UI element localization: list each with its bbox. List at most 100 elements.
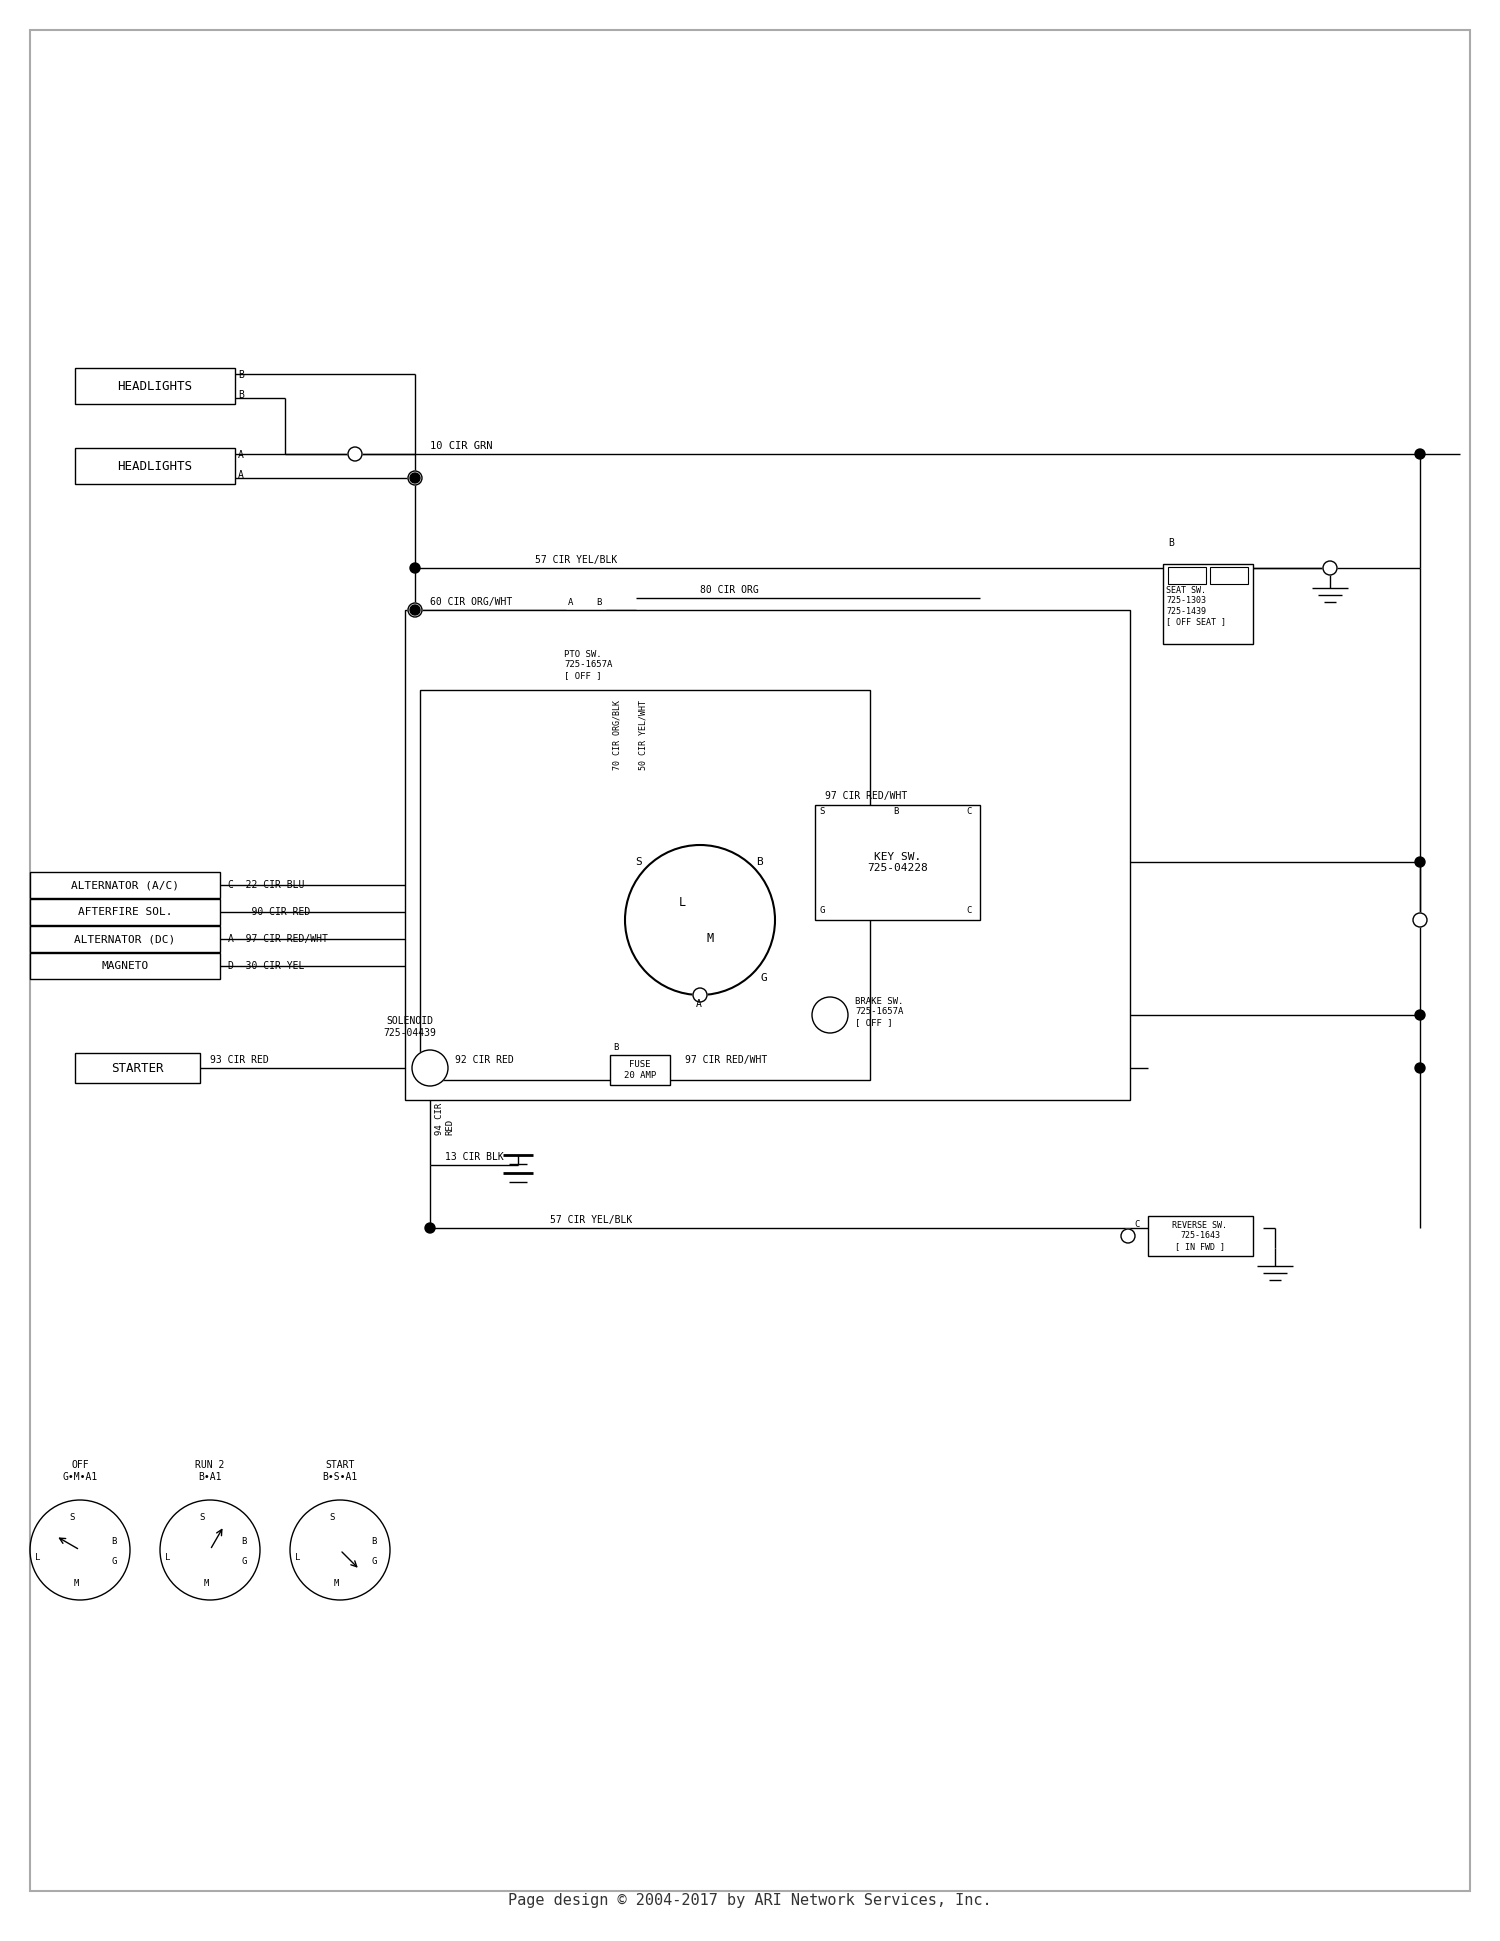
Text: KEY SW.
725-04228: KEY SW. 725-04228 — [867, 852, 928, 873]
Circle shape — [408, 472, 422, 485]
Text: B: B — [892, 807, 898, 815]
Text: B: B — [372, 1537, 376, 1547]
Text: B: B — [596, 598, 602, 608]
Text: REVERSE SW.
725-1643
[ IN FWD ]: REVERSE SW. 725-1643 [ IN FWD ] — [1173, 1221, 1227, 1250]
Text: C: C — [1134, 1221, 1140, 1229]
Text: 57 CIR YEL/BLK: 57 CIR YEL/BLK — [536, 555, 618, 565]
Text: G: G — [111, 1557, 117, 1566]
Text: SEAT SW.
725-1303
725-1439
[ OFF SEAT ]: SEAT SW. 725-1303 725-1439 [ OFF SEAT ] — [1166, 586, 1226, 627]
Circle shape — [1414, 858, 1425, 868]
Text: B: B — [238, 390, 244, 400]
Text: OFF
G•M•A1: OFF G•M•A1 — [63, 1460, 98, 1483]
Text: L: L — [36, 1553, 40, 1563]
Text: M: M — [74, 1580, 78, 1588]
Bar — [30, 926, 220, 951]
Circle shape — [424, 1223, 435, 1233]
Text: M: M — [204, 1580, 209, 1588]
Bar — [1162, 565, 1252, 644]
Text: C: C — [966, 807, 972, 815]
Text: A  97 CIR RED/WHT: A 97 CIR RED/WHT — [228, 934, 328, 943]
Text: C  22 CIR BLU: C 22 CIR BLU — [228, 879, 304, 891]
Text: D  30 CIR YEL: D 30 CIR YEL — [228, 961, 304, 970]
Text: 92 CIR RED: 92 CIR RED — [454, 1056, 513, 1066]
Bar — [610, 1056, 670, 1085]
Bar — [75, 1054, 200, 1083]
Text: L: L — [296, 1553, 300, 1563]
Bar — [75, 369, 236, 404]
Text: G: G — [819, 906, 825, 914]
Circle shape — [1414, 448, 1425, 458]
Text: 93 CIR RED: 93 CIR RED — [210, 1056, 268, 1066]
Text: A: A — [568, 598, 573, 608]
Bar — [75, 448, 236, 483]
Text: C: C — [966, 906, 972, 914]
Circle shape — [693, 988, 706, 1002]
Text: S: S — [634, 858, 642, 868]
Circle shape — [410, 606, 420, 615]
Bar — [420, 689, 870, 1079]
Bar — [1148, 1215, 1252, 1256]
Text: 94 CIR
RED: 94 CIR RED — [435, 1102, 454, 1135]
Text: A: A — [238, 470, 244, 479]
Circle shape — [1414, 1009, 1425, 1021]
Text: 50 CIR YEL/WHT: 50 CIR YEL/WHT — [638, 701, 646, 771]
Text: RUN 2
B•A1: RUN 2 B•A1 — [195, 1460, 225, 1483]
Text: B: B — [756, 858, 764, 868]
Circle shape — [1323, 561, 1336, 575]
Text: ALTERNATOR (DC): ALTERNATOR (DC) — [75, 934, 176, 943]
Text: 80 CIR ORG: 80 CIR ORG — [700, 584, 759, 596]
Text: S: S — [200, 1514, 204, 1522]
Text: STARTER: STARTER — [111, 1062, 164, 1075]
Text: 10 CIR GRN: 10 CIR GRN — [430, 441, 492, 450]
Text: 90 CIR RED: 90 CIR RED — [228, 906, 310, 916]
Text: 60 CIR ORG/WHT: 60 CIR ORG/WHT — [430, 598, 512, 608]
Text: G: G — [372, 1557, 376, 1566]
Text: S: S — [69, 1514, 75, 1522]
Circle shape — [408, 604, 422, 617]
Text: ALTERNATOR (A/C): ALTERNATOR (A/C) — [70, 879, 178, 891]
Bar — [1210, 567, 1248, 584]
Bar — [815, 806, 980, 920]
Bar — [1168, 567, 1206, 584]
Text: Page design © 2004-2017 by ARI Network Services, Inc.: Page design © 2004-2017 by ARI Network S… — [509, 1894, 992, 1908]
Text: A: A — [238, 450, 244, 460]
Text: S: S — [819, 807, 825, 815]
Text: M: M — [333, 1580, 339, 1588]
Circle shape — [1414, 1064, 1425, 1073]
Text: A: A — [696, 1000, 702, 1009]
Text: 13 CIR BLK: 13 CIR BLK — [446, 1153, 504, 1163]
Text: 57 CIR YEL/BLK: 57 CIR YEL/BLK — [550, 1215, 633, 1225]
Text: L: L — [165, 1553, 171, 1563]
Text: G: G — [242, 1557, 246, 1566]
Text: SOLENOID
725-04439: SOLENOID 725-04439 — [384, 1017, 436, 1038]
Bar — [30, 899, 220, 926]
Text: 70 CIR ORG/BLK: 70 CIR ORG/BLK — [612, 701, 621, 771]
Text: AFTERFIRE SOL.: AFTERFIRE SOL. — [78, 906, 172, 916]
Text: BRAKE SW.
725-1657A
[ OFF ]: BRAKE SW. 725-1657A [ OFF ] — [855, 998, 903, 1027]
Text: 97 CIR RED/WHT: 97 CIR RED/WHT — [825, 792, 908, 802]
Bar — [566, 609, 606, 646]
Text: ARI: ARI — [510, 811, 990, 1052]
Text: START
B•S•A1: START B•S•A1 — [322, 1460, 357, 1483]
Bar — [405, 609, 1130, 1101]
Text: M: M — [706, 932, 714, 945]
Circle shape — [413, 1050, 448, 1087]
Circle shape — [812, 998, 847, 1033]
Text: G: G — [760, 972, 766, 982]
Bar — [30, 953, 220, 978]
Circle shape — [410, 563, 420, 573]
Text: B: B — [238, 371, 244, 380]
Text: B: B — [614, 1042, 618, 1052]
Text: HEADLIGHTS: HEADLIGHTS — [117, 460, 192, 472]
Circle shape — [410, 474, 420, 483]
Text: S: S — [330, 1514, 334, 1522]
Circle shape — [1120, 1229, 1136, 1242]
Text: PTO SW.
725-1657A
[ OFF ]: PTO SW. 725-1657A [ OFF ] — [564, 650, 612, 679]
Text: MAGNETO: MAGNETO — [102, 961, 148, 970]
Text: L: L — [678, 895, 686, 908]
Circle shape — [348, 446, 361, 462]
Text: B: B — [242, 1537, 246, 1547]
Text: HEADLIGHTS: HEADLIGHTS — [117, 380, 192, 392]
Circle shape — [1413, 912, 1426, 928]
Text: FUSE
20 AMP: FUSE 20 AMP — [624, 1060, 656, 1079]
